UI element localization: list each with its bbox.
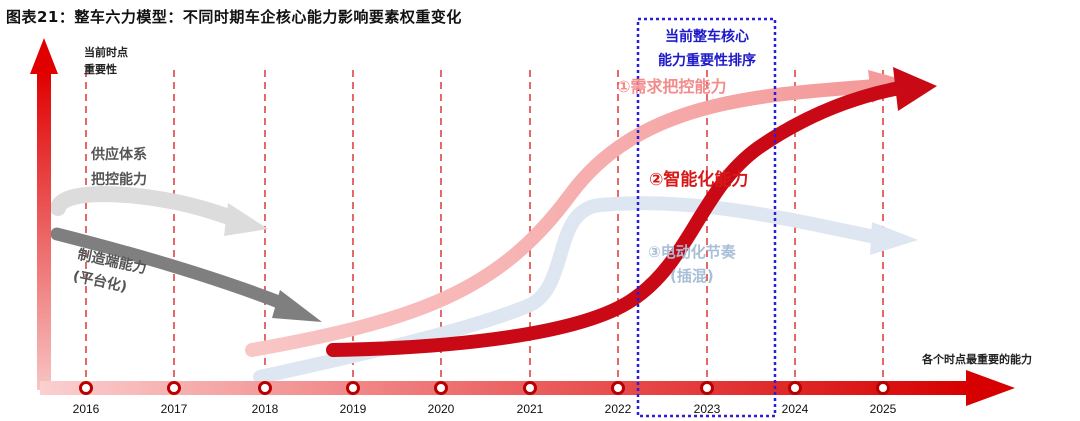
demand-capability-label: ①需求把控能力 — [617, 77, 727, 96]
electric-label-line2: (插混) — [670, 267, 714, 285]
supply-arrow — [50, 186, 268, 236]
box-title-line2: 能力重要性排序 — [658, 53, 756, 69]
box-title: 当前整车核心 能力重要性排序 — [643, 25, 771, 73]
y-axis-label-line2: 重要性 — [84, 63, 117, 76]
year-label-2016: 2016 — [72, 402, 100, 416]
marker-2021 — [523, 381, 537, 395]
year-label-2021: 2021 — [516, 402, 544, 416]
marker-2024 — [788, 381, 802, 395]
intelligent-arrow — [326, 67, 937, 357]
year-label-2017: 2017 — [160, 402, 188, 416]
x-axis-label: 各个时点最重要的能力 — [922, 353, 1032, 366]
marker-2017 — [167, 381, 181, 395]
y-axis — [30, 38, 58, 390]
figure-title: 图表21：整车六力模型：不同时期车企核心能力影响要素权重变化 — [6, 8, 462, 26]
intelligent-capability-label: ②智能化能力 — [649, 170, 749, 190]
marker-2019 — [346, 381, 360, 395]
year-label-2019: 2019 — [339, 402, 367, 416]
y-axis-label: 当前时点 重要性 — [84, 44, 128, 78]
marker-2016 — [79, 381, 93, 395]
y-axis-label-line1: 当前时点 — [84, 46, 128, 59]
electric-label-line1: ③电动化节奏 — [648, 243, 736, 261]
x-axis — [40, 370, 1015, 406]
manufacturing-arrow — [50, 227, 322, 322]
marker-2025 — [876, 381, 890, 395]
marker-2020 — [434, 381, 448, 395]
year-label-2025: 2025 — [869, 402, 897, 416]
marker-2022 — [611, 381, 625, 395]
marker-2018 — [258, 381, 272, 395]
year-label-2024: 2024 — [781, 402, 809, 416]
year-markers — [79, 381, 890, 395]
supply-label-line2: 把控能力 — [91, 172, 147, 188]
supply-label: 供应体系 把控能力 — [91, 143, 147, 193]
year-label-2023: 2023 — [693, 402, 721, 416]
current-core-box — [636, 17, 777, 418]
electric-capability-label: ③电动化节奏 (插混) — [648, 240, 736, 288]
year-label-2020: 2020 — [427, 402, 455, 416]
supply-label-line1: 供应体系 — [91, 147, 147, 163]
year-label-2022: 2022 — [604, 402, 632, 416]
box-title-line1: 当前整车核心 — [665, 29, 749, 45]
year-label-2018: 2018 — [251, 402, 279, 416]
marker-2023 — [700, 381, 714, 395]
